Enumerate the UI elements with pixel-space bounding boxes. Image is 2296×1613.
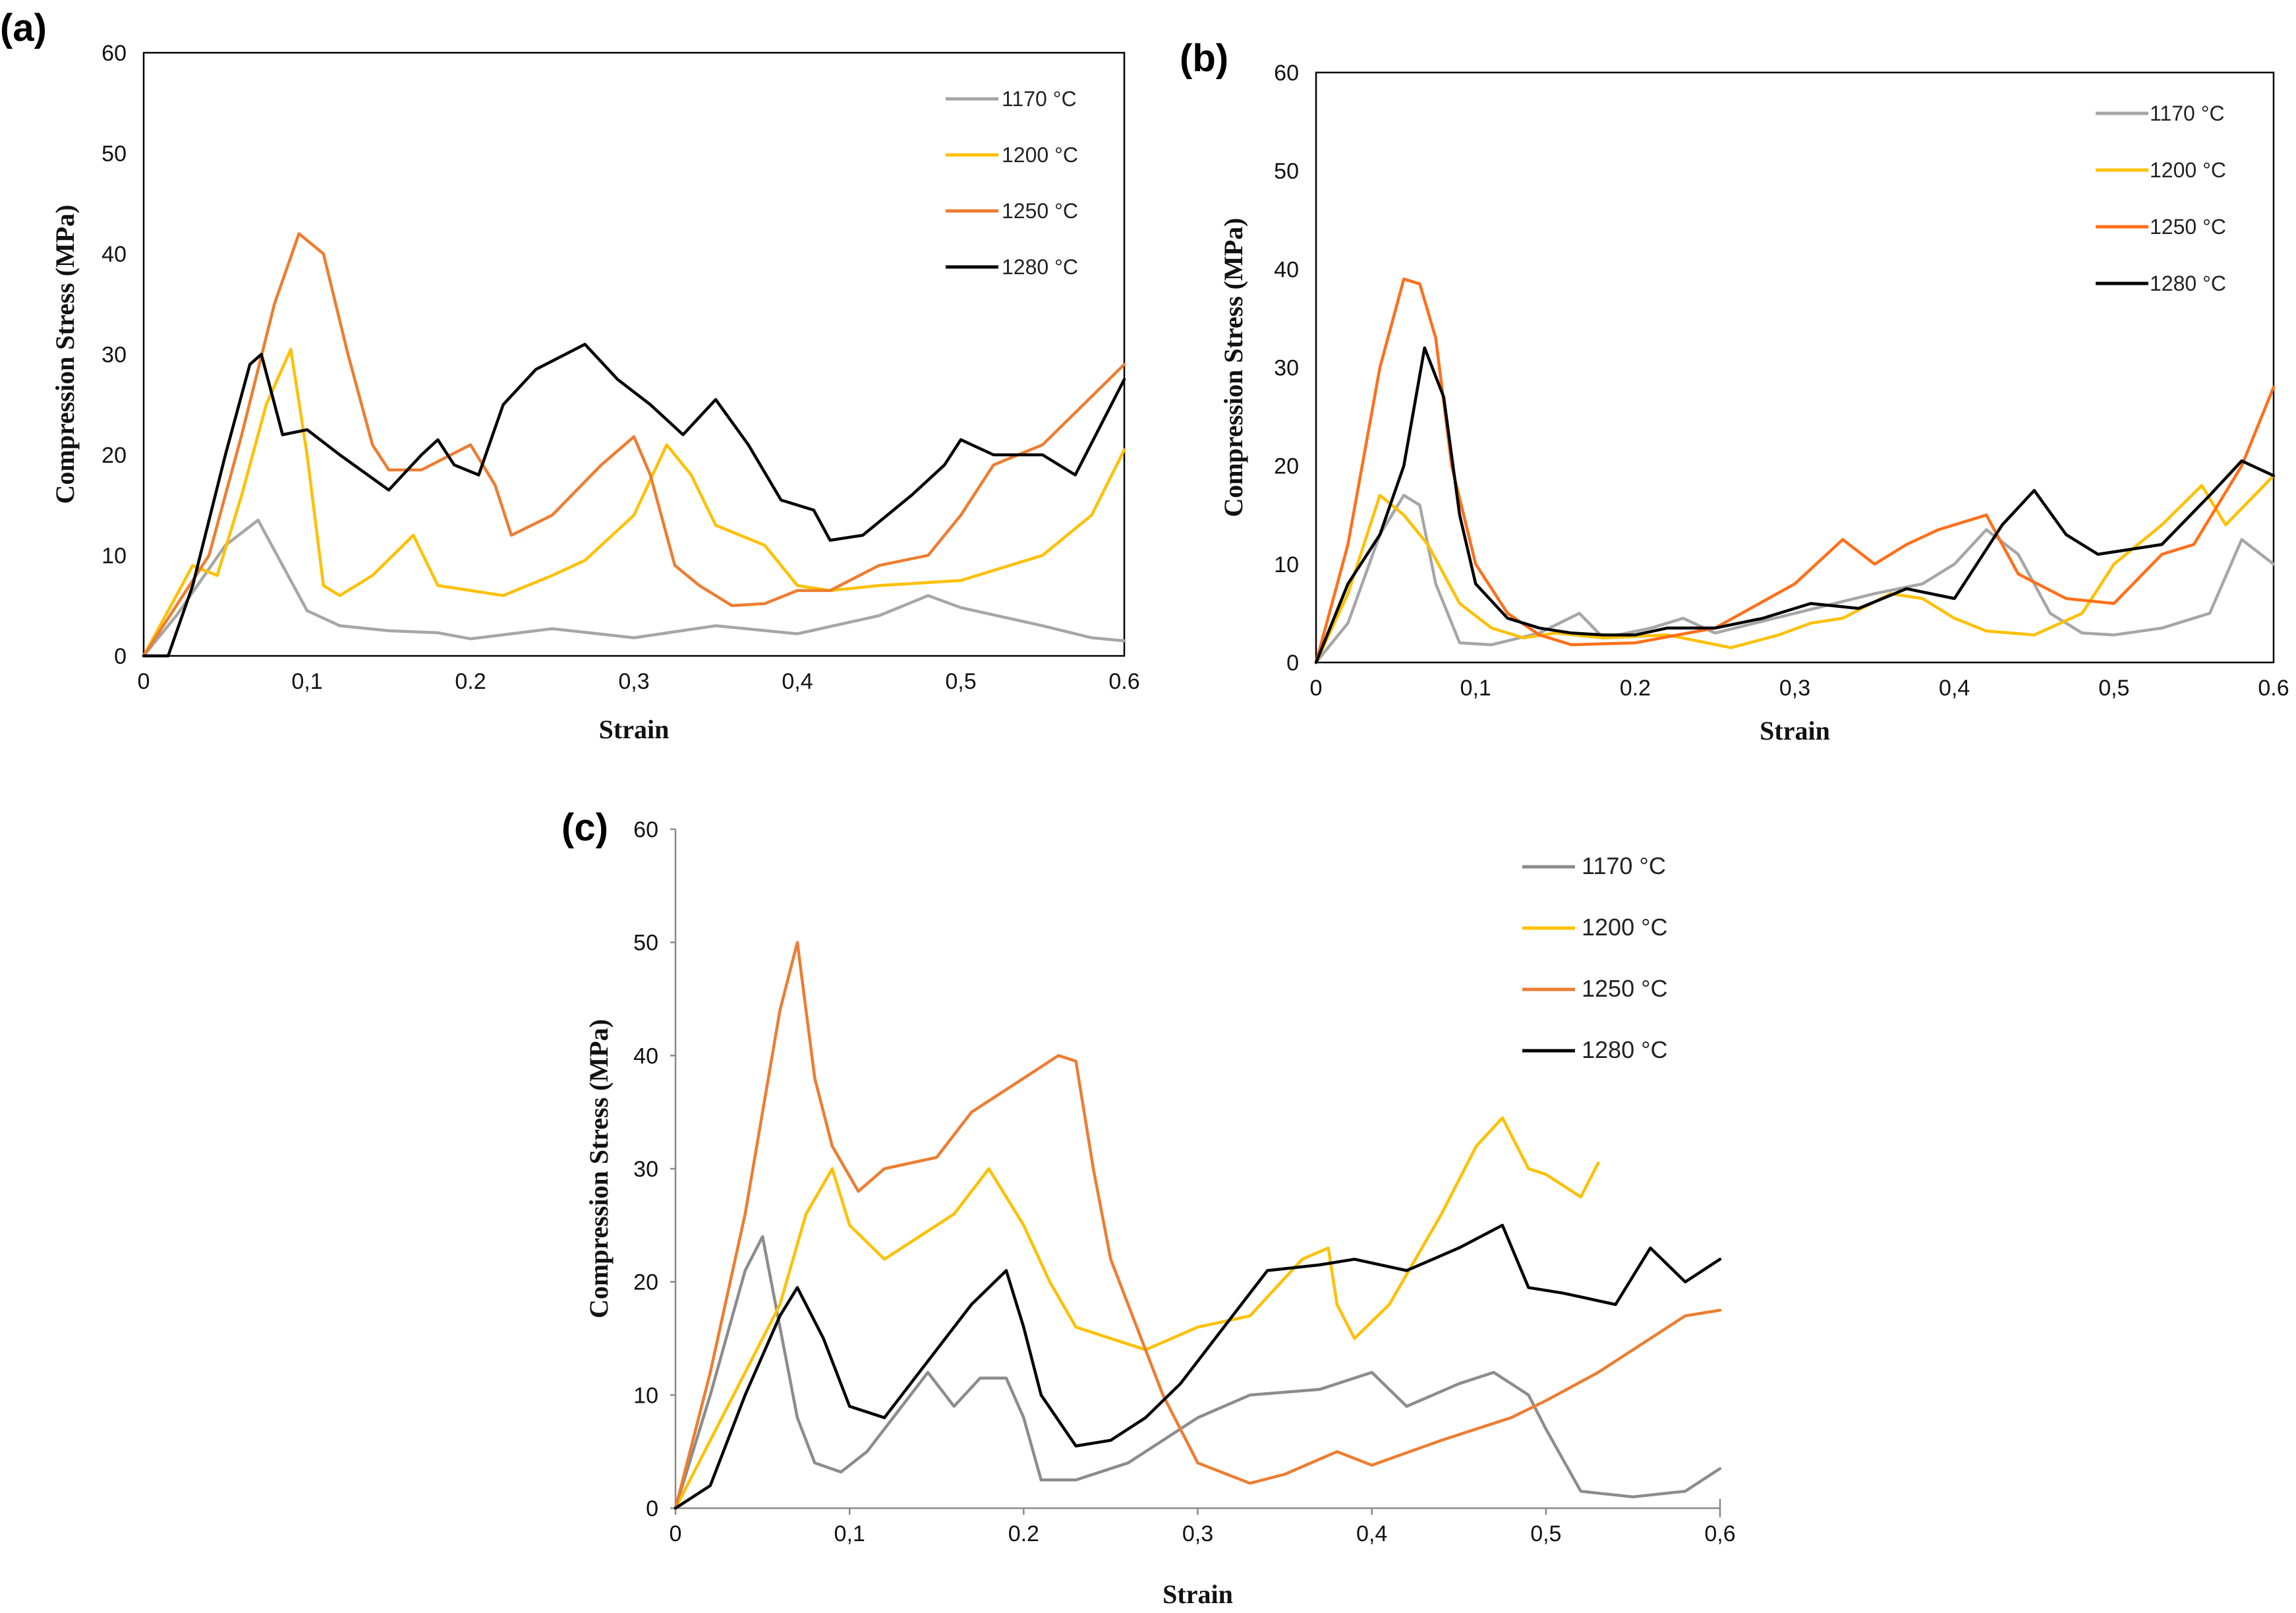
y-tick-label: 10	[633, 1383, 658, 1408]
x-axis-title: Strain	[1162, 1579, 1233, 1609]
series-line-1200	[1314, 474, 2276, 664]
plot-frame	[1315, 71, 2275, 664]
legend-label: 1170 °C	[1582, 852, 1666, 879]
y-tick-label: 20	[633, 1270, 658, 1295]
x-tick-label: 0.6	[1108, 669, 1139, 694]
x-tick-label: 0	[670, 1521, 682, 1546]
x-tick-label: 0,5	[1530, 1521, 1561, 1546]
y-tick-label: 60	[1274, 61, 1299, 86]
legend-label: 1170 °C	[1002, 87, 1077, 111]
y-tick-label: 10	[1274, 552, 1299, 577]
y-tick-label: 0	[1286, 651, 1299, 676]
y-tick-label: 30	[1274, 356, 1299, 381]
y-tick-label: 0	[114, 644, 127, 669]
legend-label: 1200 °C	[1582, 914, 1667, 941]
x-tick-label: 0,1	[291, 669, 322, 694]
x-tick-label: 0.2	[1008, 1521, 1039, 1546]
series-line-1170	[1314, 494, 2276, 664]
series-line-1170	[674, 1235, 1722, 1510]
x-tick-label: 0,3	[1779, 676, 1810, 701]
series-line-1170	[142, 518, 1126, 658]
x-tick-label: 0	[1310, 676, 1323, 701]
y-tick-label: 40	[1274, 257, 1299, 282]
x-tick-label: 0,4	[1356, 1521, 1387, 1546]
series-line-1280	[1314, 346, 2276, 664]
series-line-1250	[142, 232, 1126, 658]
y-axis-title: Compression Stress (MPa)	[1219, 218, 1248, 517]
panel-a: 0 10 20 30 40 50 60 0 0,1 0.2 0,3 0,4 0,5 0.6 Strain Co…	[0, 7, 1140, 744]
legend-label: 1250 °C	[2150, 215, 2226, 239]
x-axis-title: Strain	[1760, 716, 1830, 746]
legend-label: 1280 °C	[2150, 272, 2226, 295]
x-tick-label: 0	[138, 669, 150, 694]
legend-label: 1250 °C	[1002, 199, 1078, 223]
panel-label: (c)	[561, 806, 608, 849]
series-line-1200	[674, 1116, 1600, 1510]
series-line-1280	[142, 343, 1126, 658]
legend-label: 1280 °C	[1582, 1036, 1667, 1063]
panel-label: (b)	[1180, 37, 1228, 80]
y-tick-label: 50	[1274, 159, 1299, 184]
x-axis-title: Strain	[599, 715, 670, 744]
legend-label: 1200 °C	[1002, 143, 1078, 167]
y-tick-label: 40	[633, 1043, 658, 1069]
y-tick-label: 0	[646, 1496, 658, 1521]
y-tick-label: 50	[633, 931, 658, 956]
x-tick-label: 0,4	[782, 669, 813, 694]
series-line-1200	[142, 347, 1126, 658]
y-tick-label: 20	[1274, 454, 1299, 479]
legend-label: 1280 °C	[1002, 255, 1078, 279]
panel-c: 0 10 20 30 40 50 60 0 0,1 0.2 0,3 0,4 0,5 0,6 Strain Co…	[561, 806, 1736, 1609]
panel-b: 0 10 20 30 40 50 60 0 0,1 0.2 0,3 0,4 0,5 0.6 Strain Co…	[1180, 37, 2289, 746]
y-tick-label: 20	[101, 443, 127, 468]
series-line-1280	[674, 1223, 1722, 1510]
y-tick-label: 40	[101, 242, 127, 267]
x-tick-label: 0.2	[1620, 676, 1651, 701]
y-tick-label: 30	[633, 1157, 658, 1182]
series-line-1250	[1314, 278, 2276, 664]
x-tick-label: 0,5	[2098, 676, 2129, 701]
x-tick-label: 0.2	[455, 669, 486, 694]
x-tick-label: 0,6	[1704, 1521, 1735, 1546]
y-axis-title: Compression Stress (MPa)	[50, 204, 80, 504]
legend-label: 1200 °C	[2150, 158, 2226, 182]
x-tick-label: 0,1	[834, 1521, 865, 1546]
x-tick-label: 0,3	[618, 669, 649, 694]
legend-label: 1170 °C	[2150, 102, 2225, 125]
x-tick-label: 0,5	[945, 669, 976, 694]
y-axis-title: Compression Stress (MPa)	[584, 1019, 614, 1318]
x-tick-label: 0,3	[1182, 1521, 1213, 1546]
plot-frame	[142, 51, 1126, 657]
x-tick-label: 0.6	[2258, 676, 2289, 701]
legend-label: 1250 °C	[1582, 975, 1667, 1002]
series-line-1250	[674, 941, 1722, 1510]
y-tick-label: 60	[633, 817, 658, 842]
panel-label: (a)	[0, 7, 47, 49]
y-tick-label: 30	[101, 343, 127, 368]
y-tick-label: 50	[101, 142, 127, 167]
x-tick-label: 0,1	[1460, 676, 1491, 701]
y-tick-label: 10	[101, 544, 127, 569]
x-tick-label: 0,4	[1939, 676, 1970, 701]
y-tick-label: 60	[101, 41, 127, 66]
